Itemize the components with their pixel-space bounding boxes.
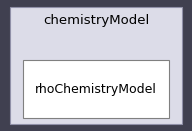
Text: chemistryModel: chemistryModel <box>43 14 149 28</box>
FancyBboxPatch shape <box>23 60 169 118</box>
FancyBboxPatch shape <box>10 7 182 124</box>
Text: rhoChemistryModel: rhoChemistryModel <box>35 83 157 96</box>
